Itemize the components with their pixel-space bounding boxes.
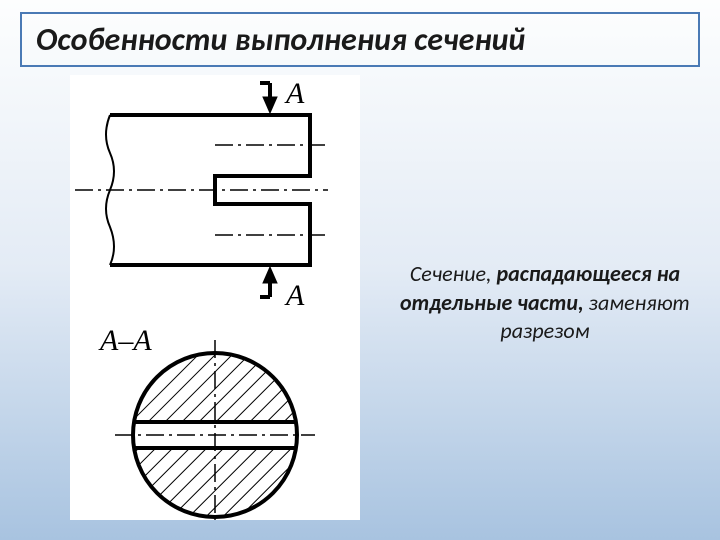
section-mark-top: А <box>284 77 305 110</box>
section-mark-bottom: А <box>284 279 305 312</box>
technical-drawing: А А А–А <box>70 75 360 520</box>
caption-prefix: Сечение, <box>410 260 497 287</box>
top-view <box>75 115 328 265</box>
title-container: Особенности выполнения сечений <box>20 12 700 67</box>
section-title: А–А <box>98 324 152 357</box>
caption: Сечение, распадающееся на отдельные част… <box>400 260 690 346</box>
page-title: Особенности выполнения сечений <box>36 20 684 59</box>
section-view <box>115 340 315 520</box>
